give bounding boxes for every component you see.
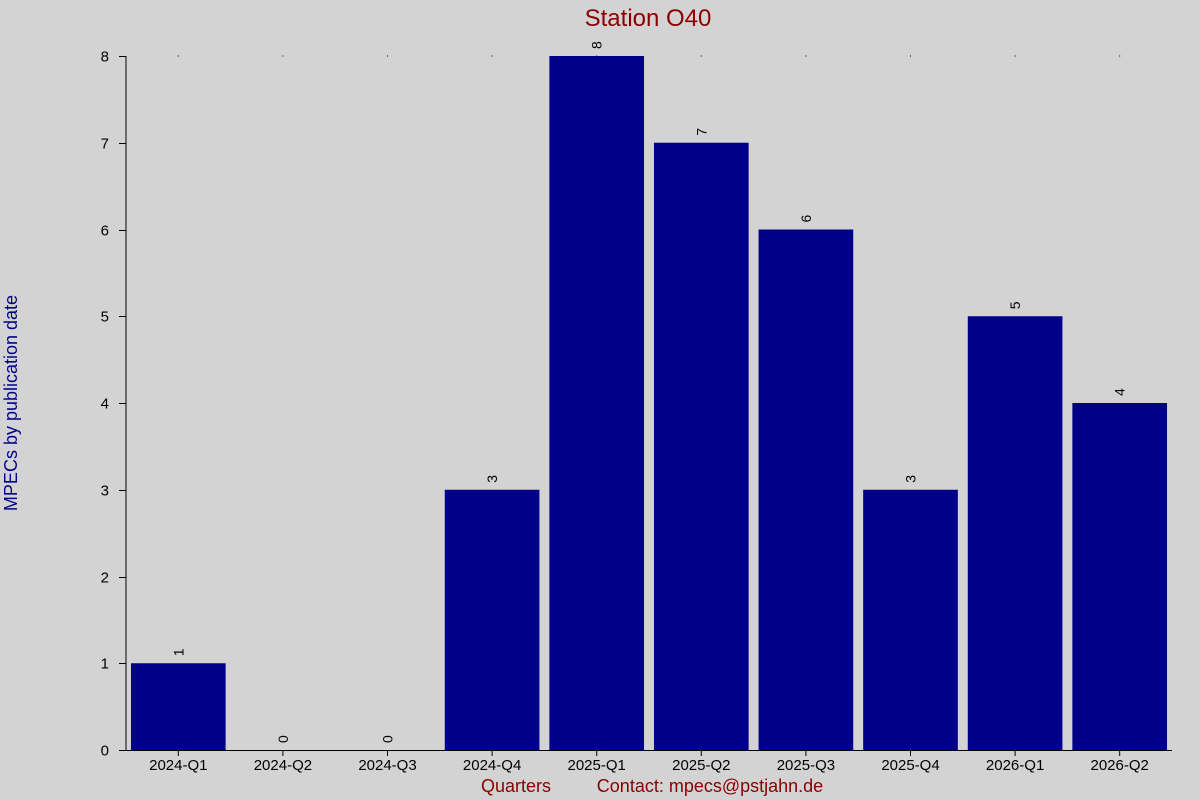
bar-value-label: 8: [589, 41, 605, 49]
y-tick-label: 0: [101, 743, 109, 760]
bar-2025-Q4: [863, 489, 958, 750]
bar-2024-Q4: [444, 489, 540, 750]
top-tick-dot: [387, 55, 388, 57]
bar-value-label: 5: [1007, 301, 1023, 309]
y-tick-label: 5: [101, 309, 109, 326]
y-tick-label: 3: [101, 483, 109, 500]
bar-2025-Q3: [758, 229, 854, 750]
y-tick-label: 6: [101, 223, 109, 240]
footer-contact: Contact: mpecs@pstjahn.de: [597, 776, 823, 796]
x-tick-label: 2024-Q2: [254, 757, 312, 774]
y-tick-label: 4: [101, 396, 109, 413]
x-tick-label: 2026-Q1: [986, 757, 1044, 774]
x-axis-label: Quarters: [481, 776, 551, 796]
x-tick-label: 2025-Q1: [568, 757, 626, 774]
y-tick-label: 7: [101, 136, 109, 153]
top-tick-dot: [700, 55, 702, 57]
top-tick-dot: [1014, 55, 1016, 57]
y-tick-label: 8: [101, 49, 109, 66]
top-tick-dot: [596, 55, 598, 57]
top-tick-dot: [1119, 55, 1121, 57]
y-axis-label: MPECs by publication date: [1, 295, 21, 511]
bar-value-label: 4: [1112, 388, 1128, 396]
bar-2026-Q2: [1072, 403, 1168, 750]
chart-title: Station O40: [585, 5, 712, 32]
bar-value-label: 7: [693, 128, 709, 136]
y-tick-label: 1: [101, 656, 109, 673]
top-tick-dot: [910, 55, 911, 57]
top-tick-dot: [282, 55, 284, 57]
x-tick-label: 2025-Q3: [777, 757, 835, 774]
x-tick-label: 2024-Q3: [358, 757, 416, 774]
x-tick-label: 2026-Q2: [1091, 757, 1149, 774]
bar-value-label: 1: [170, 648, 186, 656]
top-tick-dot: [805, 55, 807, 57]
bar-2025-Q1: [549, 56, 645, 750]
bar-value-label: 0: [275, 735, 291, 743]
bar-2024-Q1: [130, 663, 226, 750]
x-tick-label: 2024-Q1: [149, 757, 207, 774]
bar-value-label: 0: [380, 735, 396, 743]
bar-2025-Q2: [653, 142, 749, 750]
bar-value-label: 3: [903, 475, 919, 483]
x-tick-label: 2025-Q4: [881, 757, 939, 774]
plot-area: 0 1 2 3 4 5 6 7 8 1 2024-Q1 0 2024-Q2 0 2024-Q3 3 2024-Q…: [101, 41, 1172, 774]
x-tick-label: 2025-Q2: [672, 757, 730, 774]
top-tick-dot: [491, 55, 493, 57]
bar-value-label: 3: [484, 475, 500, 483]
top-tick-dot: [177, 55, 179, 57]
x-tick-label: 2024-Q4: [463, 757, 521, 774]
bar-2026-Q1: [967, 316, 1063, 750]
y-tick-label: 2: [101, 570, 109, 587]
bar-value-label: 6: [798, 215, 814, 223]
